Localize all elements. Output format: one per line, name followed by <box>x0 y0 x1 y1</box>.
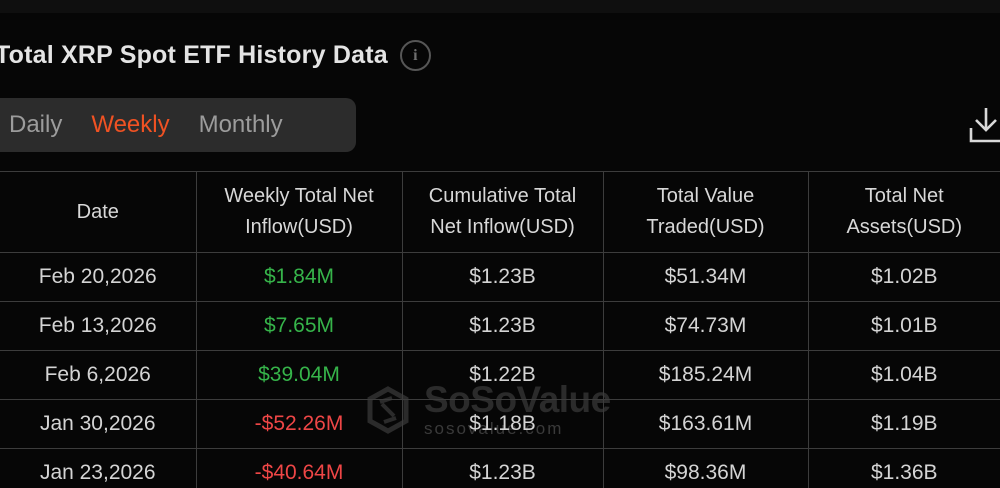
download-icon <box>969 108 1000 143</box>
cell-weekly-net-inflow: $7.65M <box>195 301 402 351</box>
cell-cumulative-net-inflow: $1.18B <box>401 399 603 449</box>
table-row: Feb 13,2026 $7.65M $1.23B $74.73M $1.01B <box>0 301 1000 351</box>
column-header-net-assets: Total Net Assets(USD) <box>807 171 1000 253</box>
cell-net-assets: $1.02B <box>807 252 1000 302</box>
cell-weekly-net-inflow: $39.04M <box>195 350 402 400</box>
tab-weekly[interactable]: Weekly <box>91 111 170 138</box>
cell-value-traded: $98.36M <box>602 448 808 488</box>
cell-cumulative-net-inflow: $1.23B <box>401 301 603 351</box>
cell-net-assets: $1.36B <box>807 448 1000 488</box>
cell-value-traded: $185.24M <box>602 350 808 400</box>
download-button[interactable] <box>966 103 1000 153</box>
period-tab-bar: Daily Weekly Monthly <box>0 98 356 152</box>
cell-net-assets: $1.01B <box>807 301 1000 351</box>
column-header-cumulative-net-inflow: Cumulative Total Net Inflow(USD) <box>401 171 603 253</box>
cell-date: Feb 13,2026 <box>0 301 196 351</box>
cell-net-assets: $1.19B <box>807 399 1000 449</box>
table-row: Feb 6,2026 $39.04M $1.22B $185.24M $1.04… <box>0 350 1000 400</box>
page-title: Total XRP Spot ETF History Data <box>0 41 388 69</box>
cell-date: Jan 30,2026 <box>0 399 196 449</box>
top-edge-strip <box>0 0 1000 13</box>
info-icon[interactable]: i <box>399 40 431 71</box>
cell-date: Feb 20,2026 <box>0 252 196 302</box>
tab-monthly[interactable]: Monthly <box>198 111 283 138</box>
cell-weekly-net-inflow: -$52.26M <box>195 399 402 449</box>
cell-weekly-net-inflow: $1.84M <box>195 252 402 302</box>
table-row: Jan 30,2026 -$52.26M $1.18B $163.61M $1.… <box>0 399 1000 449</box>
cell-cumulative-net-inflow: $1.23B <box>401 448 603 488</box>
cell-date: Jan 23,2026 <box>0 448 196 488</box>
column-header-value-traded: Total Value Traded(USD) <box>602 171 808 253</box>
cell-cumulative-net-inflow: $1.22B <box>401 350 603 400</box>
table-row: Jan 23,2026 -$40.64M $1.23B $98.36M $1.3… <box>0 448 1000 488</box>
cell-value-traded: $163.61M <box>602 399 808 449</box>
cell-cumulative-net-inflow: $1.23B <box>401 252 603 302</box>
cell-value-traded: $51.34M <box>602 252 808 302</box>
cell-weekly-net-inflow: -$40.64M <box>195 448 402 488</box>
table-row: Feb 20,2026 $1.84M $1.23B $51.34M $1.02B <box>0 252 1000 302</box>
cell-net-assets: $1.04B <box>807 350 1000 400</box>
column-header-weekly-net-inflow: Weekly Total Net Inflow(USD) <box>195 171 402 253</box>
panel-header: Total XRP Spot ETF History Data i <box>0 40 431 71</box>
cell-value-traded: $74.73M <box>602 301 808 351</box>
table-header-row: Date Weekly Total Net Inflow(USD) Cumula… <box>0 171 1000 253</box>
column-header-date: Date <box>0 171 196 253</box>
tab-daily[interactable]: Daily <box>9 111 63 138</box>
cell-date: Feb 6,2026 <box>0 350 196 400</box>
etf-history-table: Date Weekly Total Net Inflow(USD) Cumula… <box>0 171 1000 488</box>
